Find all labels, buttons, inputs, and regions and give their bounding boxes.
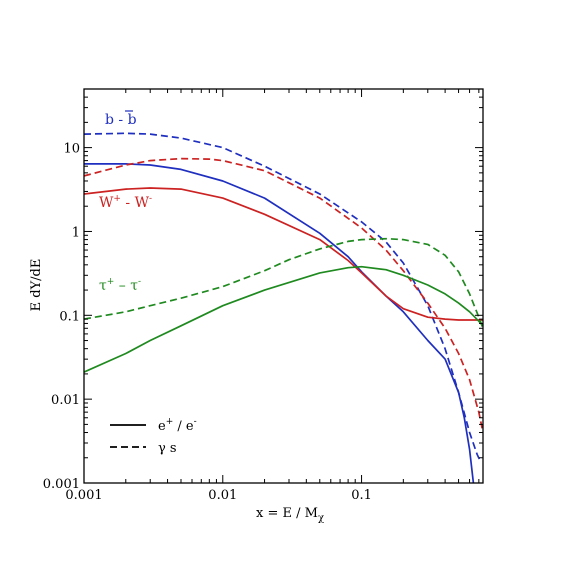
series-line-ww-dashed [84, 157, 483, 433]
series-line-tautau-dashed [84, 237, 483, 329]
plot-frame [83, 88, 484, 484]
annotation-ww: W+ - W- [99, 194, 152, 211]
y-tick-label: 10 [63, 142, 80, 157]
annotation-tautau: τ+ – τ- [99, 277, 141, 294]
x-axis-label: x = E / Mχ [256, 506, 324, 524]
x-tick-label: 0.1 [351, 488, 372, 503]
x-tick-label: 0.001 [65, 488, 102, 503]
series-line-tautau-solid [84, 265, 483, 373]
annotation-bb: b - b [105, 112, 137, 128]
tick-layer [83, 88, 483, 484]
y-tick-label: 0.01 [51, 393, 80, 408]
y-tick-label: 0.001 [43, 477, 80, 492]
label-layer: 0.001 0.01 0.1 0.001 0.01 0.1 1 10 x = E / Mχ E d… [29, 110, 372, 524]
x-tick-label: 0.01 [208, 488, 237, 503]
y-tick-label: 1 [72, 225, 80, 240]
series-line-ww-solid [84, 187, 483, 321]
series-layer [84, 132, 483, 483]
y-axis-label: E dY/dE [29, 259, 44, 312]
series-line-bb-dashed [84, 132, 482, 462]
y-tick-label: 0.1 [59, 309, 80, 324]
legend-label-dashed: γ s [158, 441, 177, 456]
legend-label-solid: e+ / e- [158, 417, 197, 434]
